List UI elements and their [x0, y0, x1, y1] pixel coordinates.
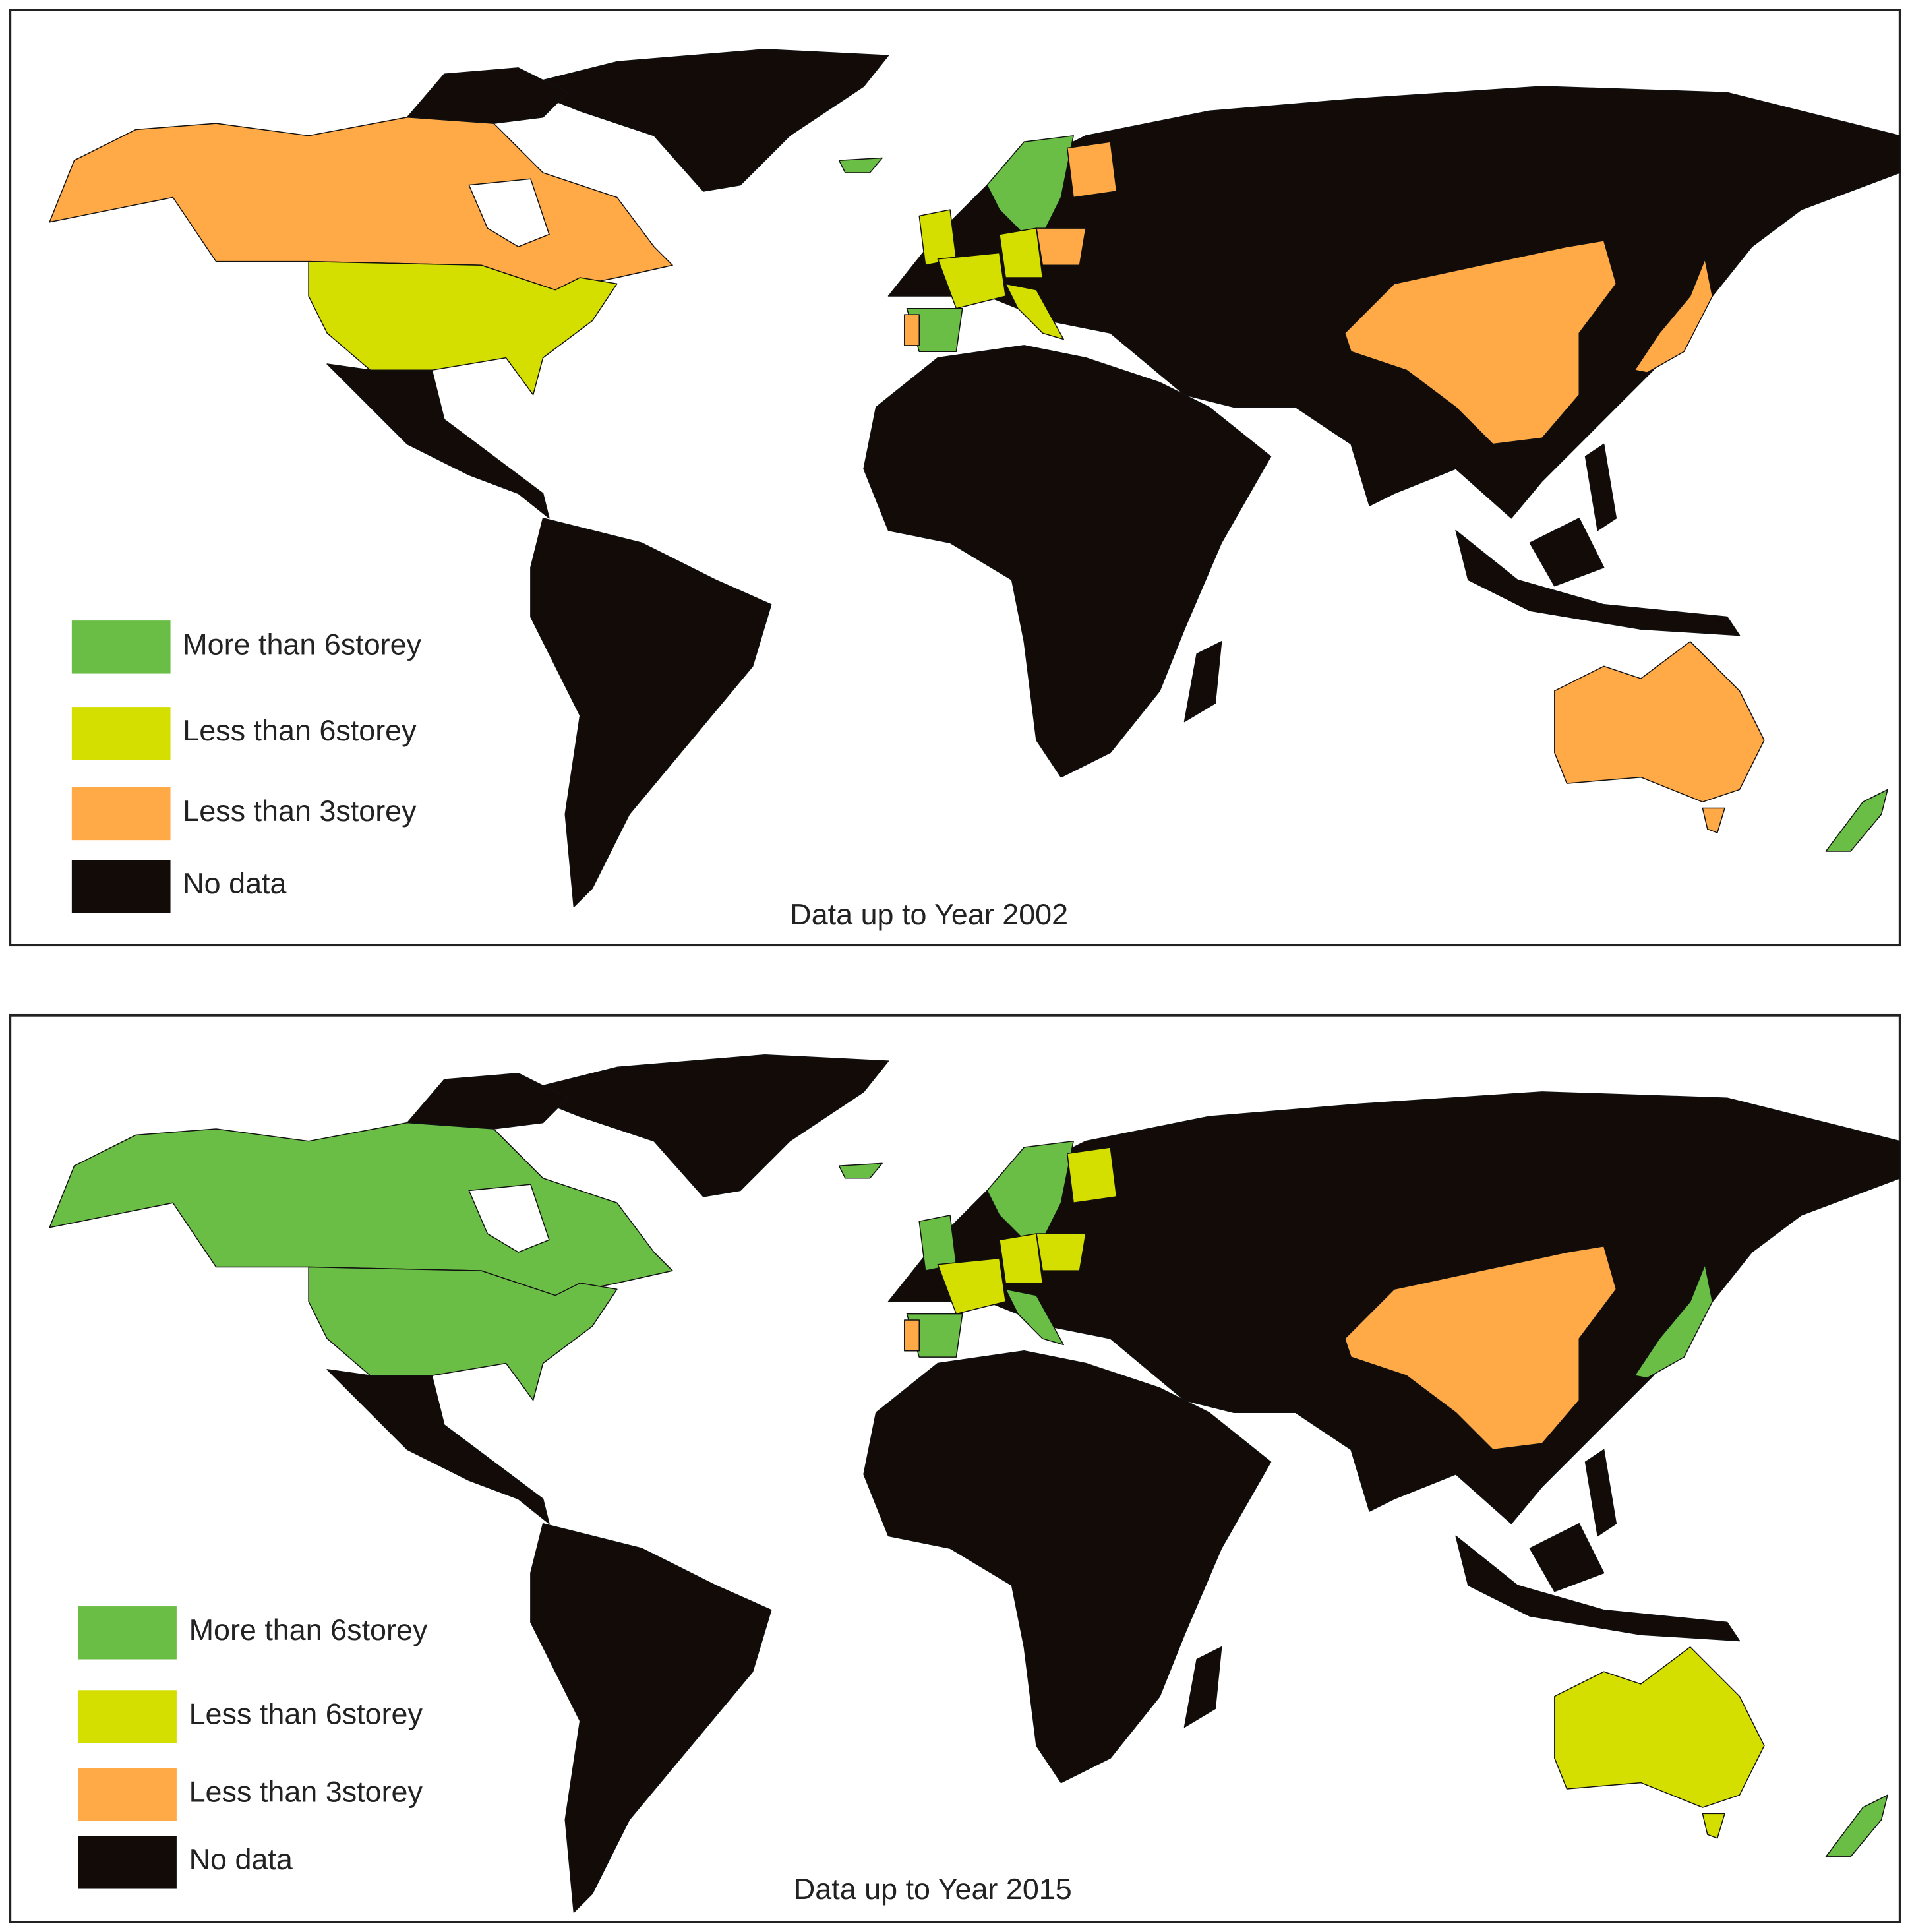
hudson-bay [468, 178, 550, 248]
legend-swatch [71, 620, 171, 674]
new-zealand [1825, 1794, 1888, 1857]
south-america [530, 1523, 772, 1913]
tasmania [1702, 1813, 1725, 1839]
france [937, 252, 1006, 309]
legend-label: No data [183, 866, 286, 900]
italy [1005, 1288, 1064, 1346]
legend-swatch [78, 1606, 177, 1660]
legend-label: More than 6storey [183, 627, 421, 661]
borneo [1529, 1523, 1605, 1592]
map-caption: Data up to Year 2015 [794, 1872, 1072, 1906]
finland [1067, 1147, 1118, 1203]
usa [308, 1266, 618, 1401]
tasmania [1702, 807, 1725, 833]
finland [1067, 141, 1118, 198]
portugal [904, 314, 920, 346]
australia [1554, 1646, 1765, 1808]
legend-label: Less than 6storey [183, 713, 417, 747]
poland [1036, 1233, 1087, 1271]
legend-label: Less than 3storey [189, 1774, 423, 1808]
iceland [838, 157, 883, 173]
madagascar [1183, 1646, 1222, 1728]
philippines [1584, 1449, 1617, 1537]
africa [863, 1350, 1272, 1784]
china [1344, 240, 1617, 445]
legend-swatch [78, 1690, 177, 1743]
france [937, 1257, 1006, 1315]
japan [1634, 1264, 1714, 1379]
south-america [530, 518, 772, 907]
legend-label: Less than 6storey [189, 1697, 423, 1730]
china [1344, 1245, 1617, 1451]
usa [308, 260, 618, 396]
legend-label: More than 6storey [189, 1613, 428, 1646]
scandinavia [986, 1140, 1074, 1253]
germany [999, 227, 1044, 278]
legend-swatch [71, 860, 171, 913]
iceland [838, 1162, 883, 1179]
hudson-bay [468, 1184, 550, 1253]
mexico [326, 1369, 550, 1524]
indonesia [1455, 1535, 1741, 1642]
indonesia [1455, 529, 1741, 636]
germany [999, 1233, 1044, 1284]
japan [1634, 258, 1714, 373]
australia [1554, 641, 1765, 802]
africa [863, 345, 1272, 778]
greenland [518, 1054, 889, 1197]
world-map [49, 1054, 1901, 1913]
legend-swatch [71, 707, 171, 760]
poland [1036, 227, 1087, 266]
legend-swatch [78, 1836, 177, 1889]
italy [1005, 283, 1064, 340]
map-caption: Data up to Year 2002 [790, 897, 1068, 931]
legend-label: No data [189, 1842, 293, 1876]
greenland [518, 49, 889, 192]
new-zealand [1825, 789, 1888, 852]
portugal [904, 1319, 920, 1352]
scandinavia [986, 135, 1074, 247]
world-map [49, 49, 1901, 907]
philippines [1584, 443, 1617, 531]
madagascar [1183, 641, 1222, 723]
canada [49, 116, 673, 291]
legend-swatch [71, 787, 171, 841]
canada [49, 1122, 673, 1296]
uk [918, 1215, 957, 1271]
borneo [1529, 518, 1605, 587]
mexico [326, 363, 550, 519]
uk [918, 209, 957, 266]
legend-label: Less than 3storey [183, 794, 417, 828]
legend-swatch [78, 1768, 177, 1821]
